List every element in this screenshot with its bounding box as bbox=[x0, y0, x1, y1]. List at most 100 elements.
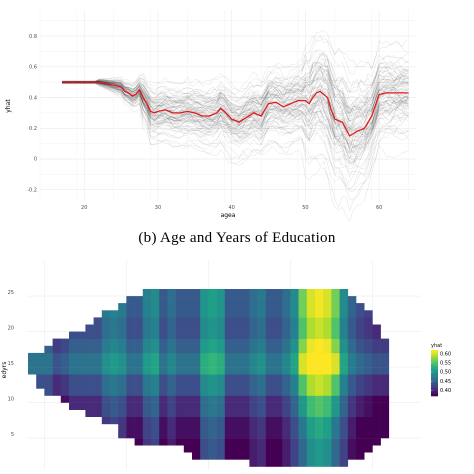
heatmap-cell bbox=[380, 381, 390, 389]
heatmap-cell bbox=[356, 374, 365, 382]
heatmap-cell bbox=[36, 352, 45, 361]
heatmap-cell bbox=[315, 438, 324, 446]
heatmap-cell bbox=[331, 359, 340, 368]
heatmap-cell bbox=[192, 423, 201, 432]
heatmap-cell bbox=[282, 296, 291, 304]
heatmap-cell bbox=[241, 317, 250, 325]
heatmap-cell bbox=[126, 296, 135, 304]
heatmap-cell bbox=[265, 423, 275, 432]
heatmap-cell bbox=[282, 331, 291, 339]
heatmap-cell bbox=[224, 381, 234, 389]
heatmap-cell bbox=[241, 381, 250, 389]
heatmap-cell bbox=[298, 310, 308, 318]
heatmap-cell bbox=[200, 438, 209, 446]
heatmap-cell bbox=[347, 310, 357, 318]
heatmap-cell bbox=[323, 345, 332, 354]
heatmap-cell bbox=[101, 409, 111, 417]
heatmap-cell bbox=[306, 438, 316, 446]
heatmap-cell bbox=[192, 409, 201, 417]
heatmap-cell bbox=[298, 381, 308, 389]
heatmap-cell bbox=[52, 374, 62, 382]
heatmap-cell bbox=[118, 303, 127, 311]
heatmap-cell bbox=[118, 324, 127, 332]
heatmap-cell bbox=[192, 296, 201, 304]
heatmap-cell bbox=[216, 331, 226, 339]
heatmap-cell bbox=[380, 374, 390, 382]
heatmap-cell bbox=[142, 289, 152, 297]
legend-color-step bbox=[431, 374, 438, 377]
heatmap-cell bbox=[167, 359, 176, 368]
heatmap-cell bbox=[175, 395, 185, 403]
legend-color-step bbox=[431, 391, 438, 394]
heatmap-cell bbox=[118, 430, 127, 439]
heatmap-cell bbox=[60, 338, 70, 346]
heatmap-cell bbox=[364, 310, 373, 318]
heatmap-cell bbox=[290, 423, 299, 432]
ice-curve bbox=[62, 81, 409, 148]
heatmap-cell bbox=[110, 317, 119, 325]
heatmap-cell bbox=[306, 459, 316, 467]
heatmap-cell bbox=[331, 331, 340, 339]
heatmap-cell bbox=[69, 388, 78, 396]
heatmap-cell bbox=[151, 430, 160, 439]
heatmap-cell bbox=[208, 395, 217, 403]
heatmap-cell bbox=[151, 289, 160, 297]
heatmap-cell bbox=[339, 289, 349, 297]
heatmap-cell bbox=[364, 352, 373, 361]
heatmap-cell bbox=[290, 395, 299, 403]
heatmap-cell bbox=[347, 296, 357, 304]
heatmap-cell bbox=[167, 296, 176, 304]
heatmap-cell bbox=[175, 296, 185, 304]
heatmap-cell bbox=[380, 338, 390, 346]
legend-color-step bbox=[431, 354, 438, 357]
heatmap-cell bbox=[192, 395, 201, 403]
heatmap-cell bbox=[175, 438, 185, 446]
heatmap-cell bbox=[151, 317, 160, 325]
heatmap-cell bbox=[126, 359, 135, 368]
heatmap-cell bbox=[249, 331, 258, 339]
heatmap-cell bbox=[372, 402, 381, 410]
heatmap-cell bbox=[306, 430, 316, 439]
heatmap-cell bbox=[241, 416, 250, 425]
heatmap-cell bbox=[331, 324, 340, 332]
heatmap-cell bbox=[93, 409, 103, 417]
heatmap-cell bbox=[323, 388, 332, 396]
heatmap-cell bbox=[233, 303, 242, 311]
heatmap-cell bbox=[282, 345, 291, 354]
heatmap-cell bbox=[274, 381, 283, 389]
heatmap-cell bbox=[200, 409, 209, 417]
heatmap-cell bbox=[183, 409, 193, 417]
ice-curve bbox=[62, 81, 409, 126]
ice-curve bbox=[62, 81, 409, 150]
ice-curve bbox=[62, 81, 409, 164]
heatmap-cell bbox=[93, 402, 103, 410]
heatmap-cell bbox=[290, 338, 299, 346]
heatmap-cell bbox=[282, 367, 291, 375]
heatmap-cell bbox=[306, 303, 316, 311]
heatmap-cell bbox=[257, 381, 267, 389]
heatmap-cell bbox=[200, 430, 209, 439]
heatmap-cell bbox=[347, 374, 357, 382]
heatmap-cell bbox=[224, 402, 234, 410]
ice-curve bbox=[62, 82, 409, 192]
ice-y-tick-label: -0.2 bbox=[27, 187, 37, 193]
heatmap-cell bbox=[257, 338, 267, 346]
heatmap-cell bbox=[339, 359, 349, 368]
heatmap-cell bbox=[331, 423, 340, 432]
heatmap-cell bbox=[93, 388, 103, 396]
heatmap-cell bbox=[290, 303, 299, 311]
heatmap-cell bbox=[372, 395, 381, 403]
heatmap-cell bbox=[200, 303, 209, 311]
heatmap-cell bbox=[134, 345, 144, 354]
heatmap-cell bbox=[101, 317, 111, 325]
heatmap-cell bbox=[69, 402, 78, 410]
heatmap-cell bbox=[315, 452, 324, 460]
heatmap-cell bbox=[175, 352, 185, 361]
ice-y-tick-label: 0 bbox=[34, 157, 37, 163]
heatmap-cell bbox=[298, 317, 308, 325]
legend-color-step bbox=[431, 366, 438, 369]
heatmap-cell bbox=[306, 359, 316, 368]
heatmap-cell bbox=[126, 352, 135, 361]
heatmap-cell bbox=[274, 430, 283, 439]
heatmap-cell bbox=[77, 345, 86, 354]
